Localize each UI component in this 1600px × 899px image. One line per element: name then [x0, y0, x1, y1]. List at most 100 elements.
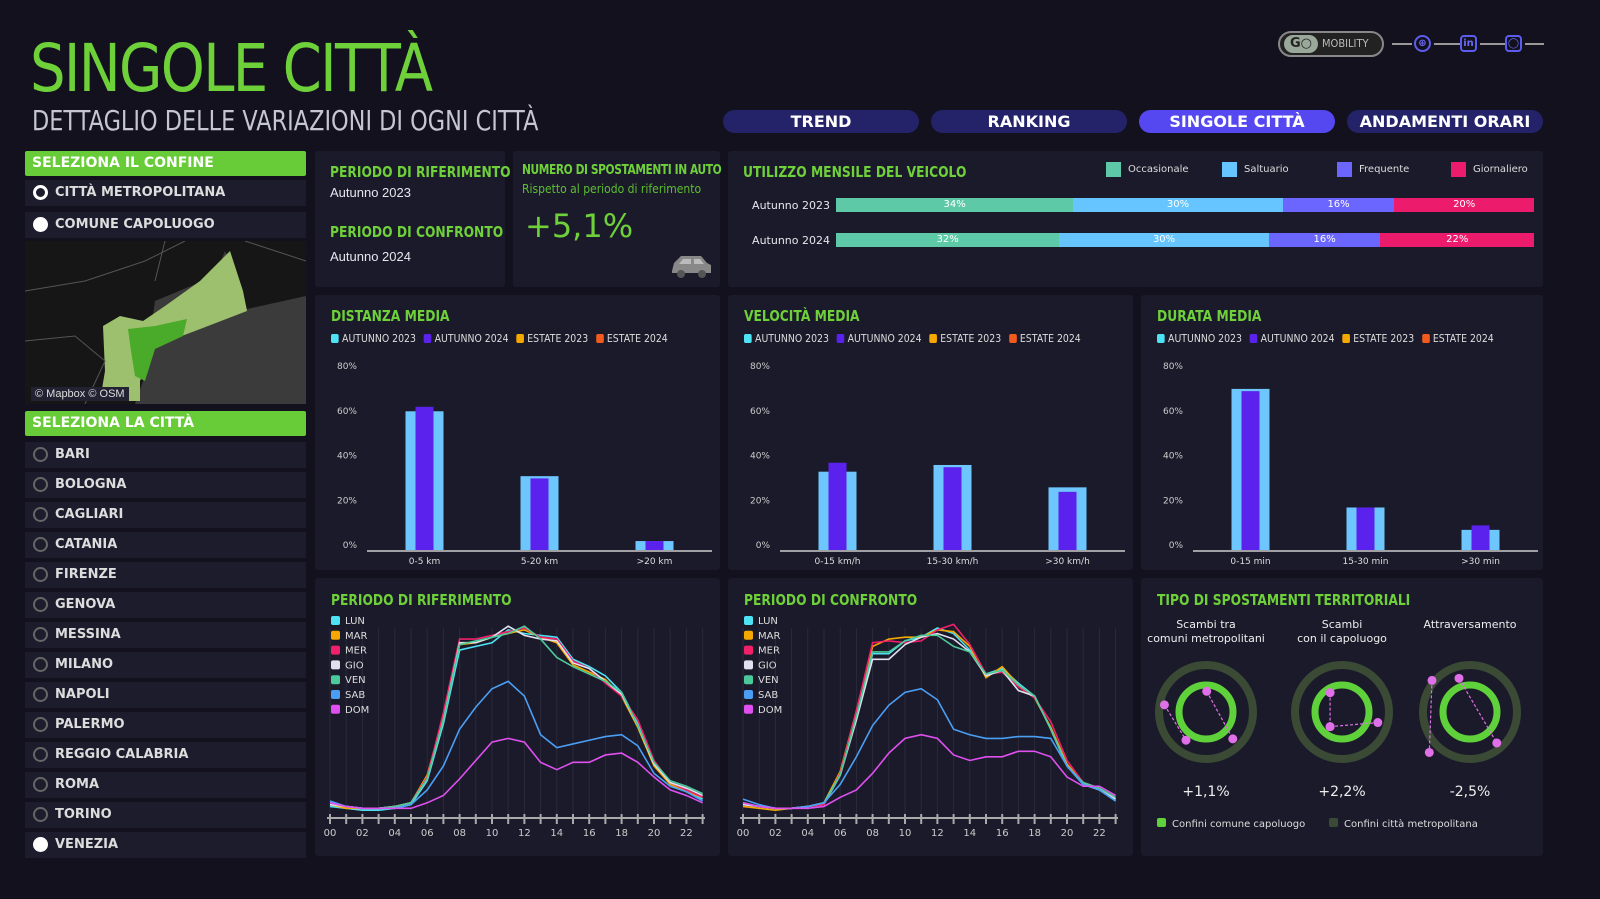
bar-autunno-2024[interactable]	[1471, 525, 1490, 550]
series-line-lun[interactable]	[742, 627, 1117, 810]
boundary-option-capoluogo[interactable]: COMUNE CAPOLUOGO	[25, 212, 306, 238]
x-tick-label: >20 km	[637, 557, 673, 567]
legend-label: ESTATE 2024	[1432, 332, 1494, 345]
legend-item[interactable]: ESTATE 2024	[1008, 332, 1081, 345]
radio-button[interactable]	[33, 627, 48, 642]
tab-trend[interactable]: TREND	[723, 110, 919, 133]
legend-item[interactable]: AUTUNNO 2024	[423, 332, 509, 345]
flow-origin-dot	[1202, 686, 1212, 696]
x-tick-label: 02	[769, 828, 782, 839]
series-line-ven[interactable]	[742, 634, 1116, 810]
radio-button[interactable]	[33, 185, 48, 200]
radio-button[interactable]	[33, 687, 48, 702]
bar-autunno-2024[interactable]	[943, 467, 962, 550]
legend-item[interactable]: AUTUNNO 2024	[1249, 332, 1335, 345]
radio-button[interactable]	[33, 717, 48, 732]
radio-button[interactable]	[33, 507, 48, 522]
bar-autunno-2024[interactable]	[645, 541, 664, 550]
boundary-header: SELEZIONA IL CONFINE	[25, 151, 306, 176]
series-line-lun[interactable]	[329, 628, 703, 811]
series-line-dom[interactable]	[329, 737, 703, 810]
radio-button[interactable]	[33, 777, 48, 792]
legend-label: ESTATE 2024	[1019, 332, 1081, 345]
city-item[interactable]: TORINO	[25, 802, 306, 828]
line-chart: 00 02 04 06 08 10 12 14 16 18 20 22 LUN MAR MER GIO VEN S…	[324, 616, 705, 839]
series-line-dom[interactable]	[742, 733, 1116, 810]
city-item[interactable]: NAPOLI	[25, 682, 306, 708]
tab-singole-citta[interactable]: SINGOLE CITTÀ	[1139, 110, 1335, 133]
radio-button[interactable]	[33, 747, 48, 762]
legend-label: ESTATE 2024	[606, 332, 668, 345]
legend-item[interactable]: AUTUNNO 2023	[1157, 332, 1242, 345]
radio-button[interactable]	[33, 657, 48, 672]
city-item[interactable]: REGGIO CALABRIA	[25, 742, 306, 768]
instagram-icon[interactable]: ◯	[1505, 35, 1522, 52]
tab-ranking[interactable]: RANKING	[931, 110, 1127, 133]
city-item[interactable]: GENOVA	[25, 592, 306, 618]
legend-label: AUTUNNO 2024	[1260, 332, 1335, 345]
series-line-gio[interactable]	[329, 625, 703, 810]
legend-item[interactable]: ESTATE 2023	[929, 332, 1001, 345]
boundary-option-metropolitana[interactable]: CITTÀ METROPOLITANA	[25, 180, 306, 206]
velocita-panel: VELOCITÀ MEDIA AUTUNNO 2023 AUTUNNO 2024 ES…	[728, 295, 1133, 570]
globe-icon[interactable]: ⊕	[1414, 35, 1431, 52]
legend-item[interactable]: AUTUNNO 2023	[331, 332, 416, 345]
city-item[interactable]: FIRENZE	[25, 562, 306, 588]
radio-button-selected[interactable]	[33, 217, 48, 232]
bar-autunno-2024[interactable]	[1356, 507, 1375, 550]
legend-item[interactable]: AUTUNNO 2023	[744, 332, 829, 345]
city-item[interactable]: BOLOGNA	[25, 472, 306, 498]
flow-origin-dot	[1325, 688, 1335, 698]
radio-button[interactable]	[33, 567, 48, 582]
bar-autunno-2024[interactable]	[828, 462, 847, 550]
map[interactable]: © Mapbox © OSM	[25, 241, 306, 404]
series-line-gio[interactable]	[742, 632, 1116, 810]
city-item[interactable]: CATANIA	[25, 532, 306, 558]
series-line-ven[interactable]	[329, 625, 703, 810]
legend-swatch	[744, 660, 753, 670]
radio-button-selected[interactable]	[33, 837, 48, 852]
legend-label: MER	[758, 646, 780, 657]
distanza-panel: DISTANZA MEDIA AUTUNNO 2023 AUTUNNO 2024 ES…	[315, 295, 720, 570]
city-item[interactable]: MESSINA	[25, 622, 306, 648]
city-item[interactable]: MILANO	[25, 652, 306, 678]
legend-item[interactable]: ESTATE 2024	[1421, 332, 1494, 345]
series-line-sab[interactable]	[742, 687, 1117, 810]
bar-autunno-2024[interactable]	[1241, 391, 1260, 550]
flow-origin-dot	[1325, 722, 1335, 732]
legend-label: MAR	[345, 631, 367, 642]
series-line-mar[interactable]	[742, 629, 1116, 811]
radio-button[interactable]	[33, 597, 48, 612]
city-item[interactable]: PALERMO	[25, 712, 306, 738]
tab-andamenti-orari[interactable]: ANDAMENTI ORARI	[1347, 110, 1543, 133]
city-label: MESSINA	[55, 627, 121, 642]
city-item[interactable]: VENEZIA	[25, 832, 306, 858]
radio-button[interactable]	[33, 807, 48, 822]
go-mobility-logo[interactable]: G○ MOBILITY	[1278, 31, 1384, 57]
bar-autunno-2024[interactable]	[415, 406, 434, 550]
legend-item[interactable]: ESTATE 2024	[595, 332, 668, 345]
legend-swatch	[1106, 162, 1121, 177]
series-line-mer[interactable]	[329, 627, 703, 810]
legend-item[interactable]: AUTUNNO 2024	[836, 332, 922, 345]
series-line-mar[interactable]	[329, 629, 703, 810]
chart-title: PERIODO DI RIFERIMENTO	[331, 591, 512, 609]
bar-autunno-2024[interactable]	[1058, 491, 1077, 550]
item-label: comuni metropolitani	[1147, 632, 1265, 645]
legend-swatch	[744, 675, 753, 685]
stacked-bar-segment: 16%	[1282, 198, 1395, 212]
radio-button[interactable]	[33, 537, 48, 552]
radio-button[interactable]	[33, 447, 48, 462]
city-item[interactable]: CAGLIARI	[25, 502, 306, 528]
y-tick-label: 40%	[1163, 452, 1183, 462]
legend-item[interactable]: ESTATE 2023	[1342, 332, 1414, 345]
radio-button[interactable]	[33, 477, 48, 492]
series-line-mer[interactable]	[742, 623, 1117, 810]
bar-autunno-2024[interactable]	[530, 478, 549, 550]
legend-item[interactable]: ESTATE 2023	[516, 332, 588, 345]
y-tick-label: 60%	[1163, 407, 1183, 417]
linkedin-icon[interactable]: in	[1460, 35, 1477, 52]
bar-category-label: Autunno 2023	[752, 199, 830, 212]
city-item[interactable]: ROMA	[25, 772, 306, 798]
city-item[interactable]: BARI	[25, 442, 306, 468]
